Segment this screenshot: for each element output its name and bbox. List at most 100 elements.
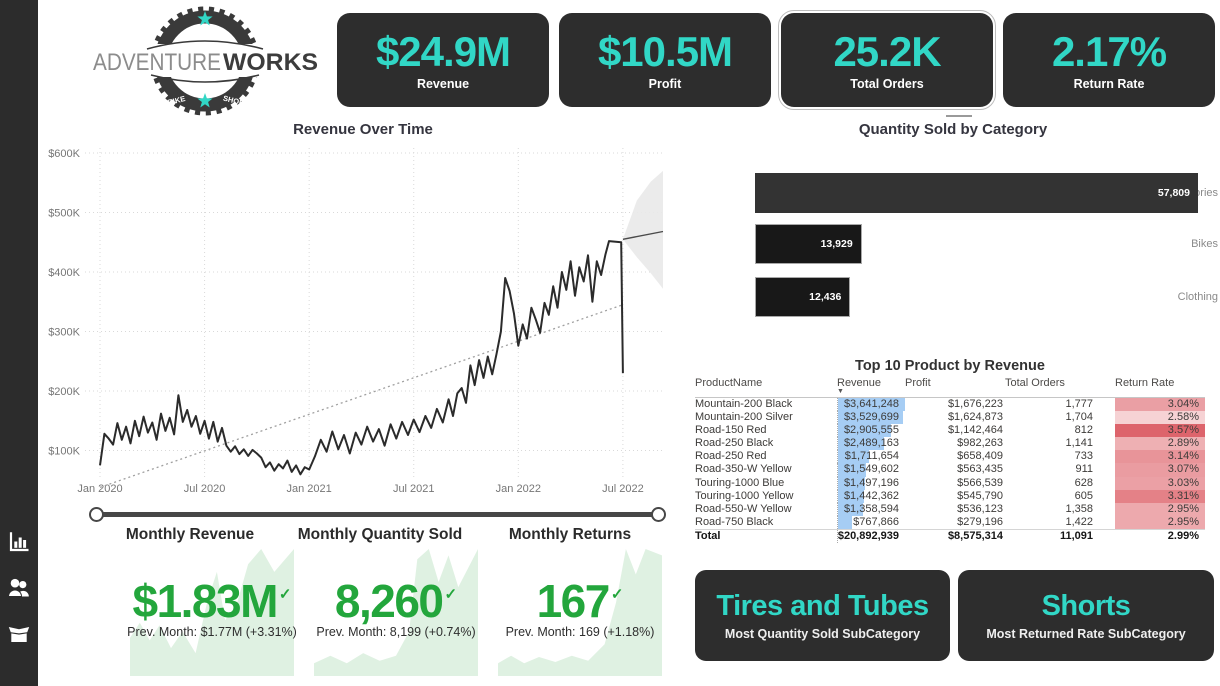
monthly-returns-spark xyxy=(498,549,662,676)
table-cell: Mountain-200 Black xyxy=(695,398,793,410)
category-bar-value: 12,436 xyxy=(809,291,842,303)
table-cell: Road-350-W Yellow xyxy=(695,463,792,476)
kpi-label: Profit xyxy=(648,76,682,91)
table-row[interactable]: Road-350-W Yellow $1,549,602 $563,435 911 3.… xyxy=(695,463,1205,477)
table-cell xyxy=(1095,503,1115,516)
table-row[interactable]: Touring-1000 Blue $1,497,196 $566,539 628 3.… xyxy=(695,476,1205,490)
column-header-return-rate[interactable]: Return Rate xyxy=(1115,377,1205,398)
table-cell: 911 xyxy=(1075,463,1093,476)
table-cell: $3,641,248 xyxy=(836,397,905,412)
monthly-kpi-prev: Prev. Month: $1.77M (+3.31%) xyxy=(127,625,297,639)
table-cell: $536,123 xyxy=(957,502,1003,515)
category-bar-bikes[interactable]: 13,929 xyxy=(755,224,862,264)
monthly-kpi-card-0[interactable]: $1.83M ✓ Prev. Month: $1.77M (+3.31%) xyxy=(127,549,297,676)
table-row[interactable]: Road-550-W Yellow $1,358,594 $536,123 1,358… xyxy=(695,502,1205,516)
table-cell: Mountain-200 Silver xyxy=(695,411,793,424)
logo-text-bike: BIKE xyxy=(167,94,187,107)
table-cell: Total xyxy=(695,528,837,544)
time-range-slider-track[interactable] xyxy=(96,512,658,517)
subcategory-title: Tires and Tubes xyxy=(716,590,929,622)
revenue-chart-title: Revenue Over Time xyxy=(293,121,433,138)
table-cell: $1,676,223 xyxy=(947,398,1003,410)
column-header-revenue[interactable]: Revenue ▼ xyxy=(837,377,905,398)
table-cell: $1,442,362 xyxy=(836,489,905,503)
y-axis-tick: $600K xyxy=(48,148,80,160)
table-row[interactable]: Road-150 Red $2,905,555 $1,142,464 812 3.57% xyxy=(695,424,1205,438)
monthly-kpi-card-2[interactable]: 167 ✓ Prev. Month: 169 (+1.18%) xyxy=(498,549,662,676)
revenue-data-bar xyxy=(838,489,865,503)
kpi-card-profit[interactable]: $10.5M Profit xyxy=(559,13,771,107)
return-rate-heat-cell: 2.95% xyxy=(1115,502,1205,516)
revenue-data-bar xyxy=(838,463,867,477)
table-cell xyxy=(1095,463,1115,476)
table-cell xyxy=(1095,411,1115,424)
slider-handle-right[interactable] xyxy=(651,507,666,522)
table-row[interactable]: Mountain-200 Silver $3,529,699 $1,624,873 1… xyxy=(695,411,1205,425)
return-rate-heat-cell: 3.04% xyxy=(1115,397,1205,412)
table-cell: Touring-1000 Blue xyxy=(695,476,785,489)
y-axis-tick: $400K xyxy=(48,267,80,279)
table-cell: $1,711,654 xyxy=(836,450,905,464)
product-table-container: ProductName Revenue ▼ Profit Total Orders Ret… xyxy=(695,377,1205,544)
table-cell: Road-150 Red xyxy=(695,424,767,437)
table-cell xyxy=(1095,477,1115,490)
table-row[interactable]: Road-750 Black $767,866 $279,196 1,422 2.95% xyxy=(695,515,1205,530)
monthly-kpi-card-1[interactable]: 8,260 ✓ Prev. Month: 8,199 (+0.74%) xyxy=(314,549,478,676)
bar-chart-icon[interactable] xyxy=(7,529,31,555)
subcategory-card-shorts[interactable]: Shorts Most Returned Rate SubCategory xyxy=(958,570,1214,661)
forecast-line xyxy=(622,230,664,240)
kpi-label: Total Orders xyxy=(850,76,924,91)
y-axis-tick: $300K xyxy=(48,327,80,339)
kpi-card-total-orders[interactable]: 25.2K Total Orders xyxy=(778,10,996,110)
table-cell: $279,196 xyxy=(957,515,1003,528)
column-header-productname[interactable]: ProductName xyxy=(695,377,837,398)
open-box-icon[interactable] xyxy=(7,620,31,646)
table-cell: Road-550-W Yellow xyxy=(695,502,792,515)
table-cell: Road-250 Black xyxy=(695,437,774,450)
table-cell: 2.99% xyxy=(1115,528,1205,544)
revenue-data-bar xyxy=(838,515,852,529)
category-axis-label: Bikes xyxy=(1191,238,1218,250)
table-row[interactable]: Road-250 Red $1,711,654 $658,409 733 3.14% xyxy=(695,450,1205,464)
kpi-card-revenue[interactable]: $24.9M Revenue xyxy=(337,13,549,107)
table-cell: $8,575,314 xyxy=(905,528,1005,544)
table-cell: $982,263 xyxy=(957,437,1003,450)
kpi-value: $24.9M xyxy=(375,27,511,75)
y-axis-tick: $200K xyxy=(48,386,80,398)
column-header-profit[interactable]: Profit xyxy=(905,377,1005,398)
table-cell: $20,892,939 xyxy=(836,528,905,544)
monthly-revenue-header: Monthly Revenue xyxy=(125,526,255,543)
sidebar-nav xyxy=(0,0,38,686)
subcategory-card-tires-and-tubes[interactable]: Tires and Tubes Most Quantity Sold SubCat… xyxy=(695,570,950,661)
revenue-data-bar xyxy=(838,450,870,464)
table-cell: Road-250 Red xyxy=(695,450,767,463)
category-bar-chart: Accessories57,809 Bikes 13,929 Clothing 12,4… xyxy=(688,140,1218,330)
table-cell: 812 xyxy=(1074,424,1093,437)
spacer xyxy=(1095,377,1115,398)
slider-handle-left[interactable] xyxy=(89,507,104,522)
table-row[interactable]: Touring-1000 Yellow $1,442,362 $545,790 605… xyxy=(695,489,1205,503)
table-cell: 1,777 xyxy=(1065,398,1093,410)
monthly-kpi-value: $1.83M ✓ xyxy=(132,575,292,627)
category-bar-value: 57,809 xyxy=(1157,187,1190,199)
revenue-line-chart[interactable]: $600K $500K $400K $300K $200K $100K Jan 2020 Ju… xyxy=(38,118,688,510)
return-rate-heat-cell: 3.57% xyxy=(1115,424,1205,438)
column-header-total-orders[interactable]: Total Orders xyxy=(1005,377,1095,398)
category-bar-accessories[interactable]: 57,809 xyxy=(755,173,1198,213)
kpi-value: 25.2K xyxy=(833,27,941,75)
return-rate-heat-cell: 2.89% xyxy=(1115,437,1205,451)
category-bar-clothing[interactable]: 12,436 xyxy=(755,277,851,317)
table-cell: 605 xyxy=(1074,489,1093,502)
kpi-card-return-rate[interactable]: 2.17% Return Rate xyxy=(1003,13,1215,107)
table-row[interactable]: Road-250 Black $2,489,163 $982,263 1,141 2.8… xyxy=(695,437,1205,451)
logo-text-adventure: ADVENTURE xyxy=(93,49,221,76)
y-axis-tick: $500K xyxy=(48,208,80,220)
x-axis-tick: Jan 2022 xyxy=(496,483,541,495)
table-cell: $2,489,163 xyxy=(836,437,905,451)
logo-text-works: WORKS xyxy=(223,49,318,76)
table-cell: $1,549,602 xyxy=(836,463,905,477)
people-icon[interactable] xyxy=(7,575,31,601)
table-row[interactable]: Mountain-200 Black $3,641,248 $1,676,223 1,… xyxy=(695,397,1205,412)
check-icon: ✓ xyxy=(278,586,292,603)
